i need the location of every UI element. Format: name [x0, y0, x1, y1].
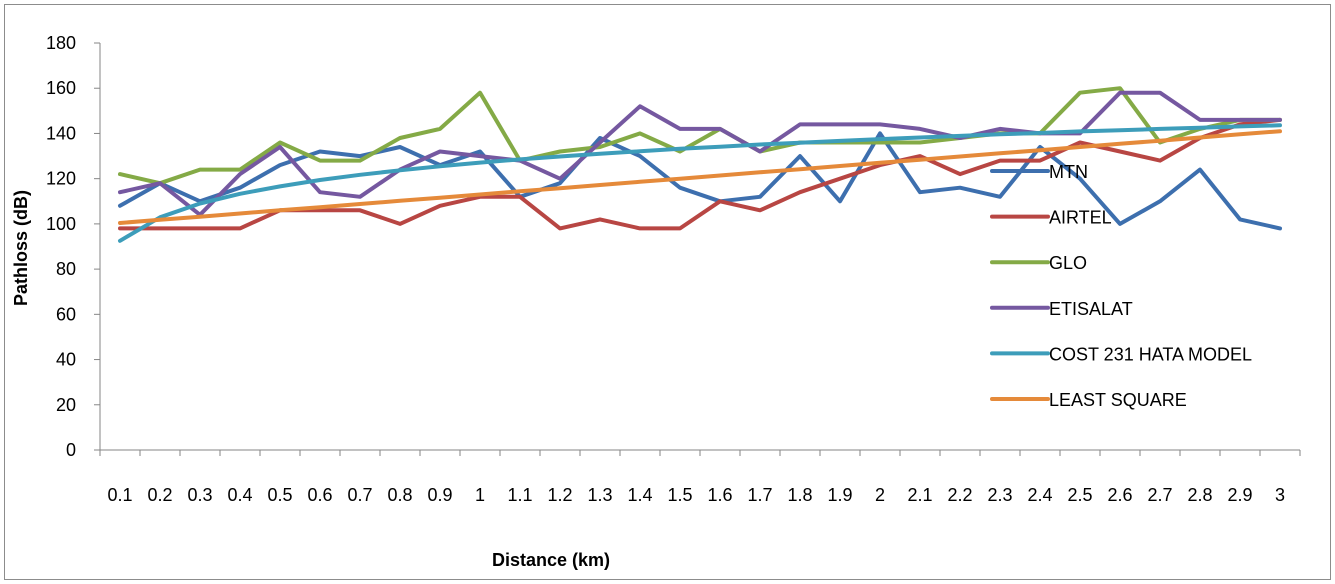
x-tick-label: 0.2	[147, 485, 172, 505]
y-tick-label: 60	[56, 304, 76, 324]
x-tick-label: 2.8	[1187, 485, 1212, 505]
chart-frame	[4, 4, 1331, 580]
y-tick-label: 140	[46, 123, 76, 143]
legend-label-airtel: AIRTEL	[1049, 208, 1112, 228]
x-tick-label: 1.6	[707, 485, 732, 505]
series-line-etisalat	[118, 90, 1282, 217]
x-tick-label: 1.4	[627, 485, 652, 505]
x-tick-label: 0.6	[307, 485, 332, 505]
legend-label-mtn: MTN	[1049, 162, 1088, 182]
x-tick-label: 2.5	[1067, 485, 1092, 505]
x-tick-label: 2.9	[1227, 485, 1252, 505]
y-tick-label: 80	[56, 259, 76, 279]
y-tick-label: 40	[56, 350, 76, 370]
x-tick-label: 0.9	[427, 485, 452, 505]
legend-label-least-square: LEAST SQUARE	[1049, 390, 1187, 410]
x-tick-label: 0.7	[347, 485, 372, 505]
x-tick-label: 2.3	[987, 485, 1012, 505]
x-tick-label: 2.7	[1147, 485, 1172, 505]
legend-label-cost-231-hata-model: COST 231 HATA MODEL	[1049, 344, 1252, 364]
y-tick-label: 100	[46, 214, 76, 234]
x-tick-label: 1.2	[547, 485, 572, 505]
series-line-cost-231-hata-model	[118, 123, 1282, 243]
x-tick-label: 1	[475, 485, 485, 505]
x-tick-label: 0.3	[187, 485, 212, 505]
series-lines	[118, 86, 1282, 243]
y-tick-label: 20	[56, 395, 76, 415]
x-tick-label: 0.8	[387, 485, 412, 505]
x-tick-label: 1.1	[507, 485, 532, 505]
x-tick-label: 3	[1275, 485, 1285, 505]
x-tick-label: 2	[875, 485, 885, 505]
x-tick-label: 0.4	[227, 485, 252, 505]
series-line-airtel	[118, 117, 1282, 231]
legend-label-etisalat: ETISALAT	[1049, 299, 1133, 319]
series-line-least-square	[118, 129, 1282, 225]
x-tick-label: 0.1	[107, 485, 132, 505]
x-tick-label: 1.9	[827, 485, 852, 505]
series-line-glo	[118, 86, 1282, 186]
x-tick-label: 2.4	[1027, 485, 1052, 505]
x-tick-label: 1.7	[747, 485, 772, 505]
y-tick-label: 160	[46, 78, 76, 98]
x-tick-label: 2.2	[947, 485, 972, 505]
legend-label-glo: GLO	[1049, 253, 1087, 273]
x-tick-label: 1.3	[587, 485, 612, 505]
legend: MTN AIRTEL GLO ETISALAT COST 231 HATA MODEL L…	[990, 162, 1252, 410]
x-tick-label: 2.1	[907, 485, 932, 505]
x-tick-label: 2.6	[1107, 485, 1132, 505]
series-line-mtn	[118, 131, 1282, 231]
y-tick-label: 0	[66, 440, 76, 460]
x-tick-label: 0.5	[267, 485, 292, 505]
y-tick-label: 120	[46, 169, 76, 189]
x-tick-label: 1.8	[787, 485, 812, 505]
y-tick-label: 180	[46, 33, 76, 53]
x-axis-title: Distance (km)	[492, 550, 610, 570]
x-tick-label: 1.5	[667, 485, 692, 505]
y-axis-title: Pathloss (dB)	[11, 190, 31, 306]
axes: 0 20 40 60 80 100 120 140 160 180 0.1 0.2 0.3 0.4 0.5 0…	[46, 33, 1301, 505]
